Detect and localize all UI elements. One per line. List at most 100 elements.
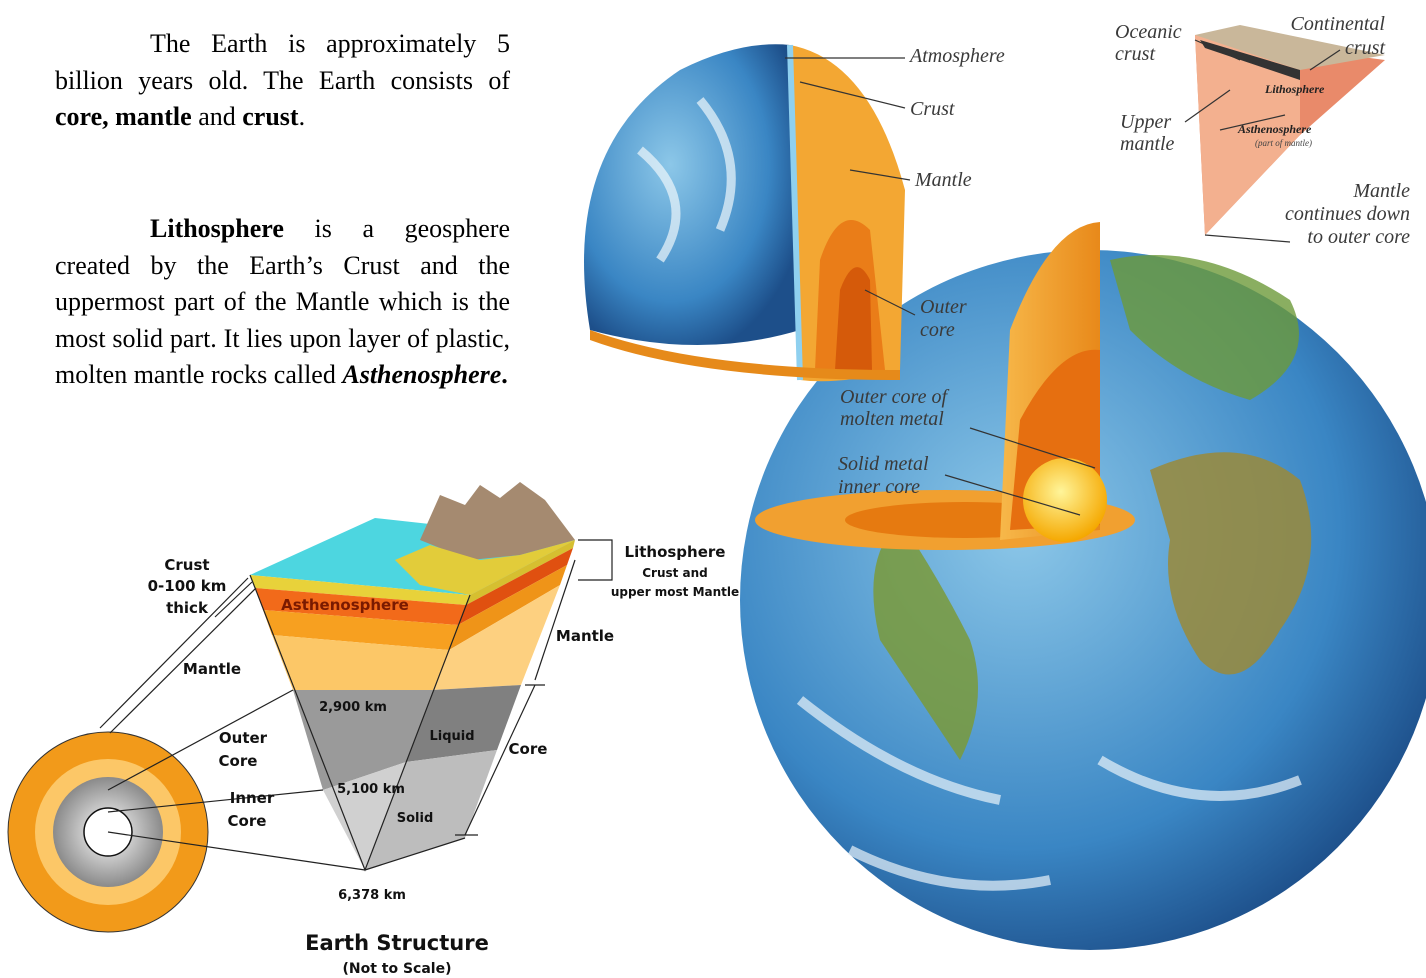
label: Core (228, 812, 267, 830)
shape (107, 689, 294, 791)
shape (364, 837, 466, 871)
shape (1150, 452, 1312, 675)
shape (1204, 234, 1291, 243)
label: Core (219, 752, 258, 770)
shape (849, 169, 911, 181)
shape (944, 474, 1081, 516)
label: Continental (1291, 13, 1386, 35)
shape (433, 585, 560, 690)
diagram-labels: Crust 0-100 km thick Asthenosphere Mantl… (148, 543, 740, 977)
shape (272, 635, 449, 690)
shape (293, 690, 433, 790)
label: Solid (397, 811, 434, 826)
label: Mantle (556, 627, 614, 645)
shape (787, 44, 803, 381)
paragraph: The Earth is approximately 5 billion yea… (55, 26, 510, 136)
shape (214, 581, 253, 618)
shape (263, 610, 458, 650)
label: to outer core (1307, 226, 1410, 248)
label: core (920, 319, 955, 341)
shape (458, 548, 573, 625)
label: Crust (164, 556, 209, 574)
label: 6,378 km (338, 888, 406, 903)
text: crust (242, 102, 299, 131)
shape (1184, 89, 1231, 123)
label: Lithosphere (1264, 82, 1325, 96)
label: mantle (1120, 133, 1175, 155)
shape (1219, 114, 1286, 131)
label: Asthenosphere (1237, 122, 1312, 136)
label: Upper (1120, 111, 1171, 133)
label: Mantle (1352, 180, 1410, 202)
shape (1195, 35, 1300, 235)
label: continues down (1285, 203, 1410, 225)
label: Crust and (642, 566, 708, 580)
label: Mantle (914, 169, 972, 191)
label: Outer core of (840, 386, 949, 408)
diagram-subtitle: (Not to Scale) (342, 961, 451, 977)
shape (107, 789, 324, 813)
label: 0-100 km (148, 577, 227, 595)
label: molten metal (840, 408, 944, 430)
shape (365, 750, 497, 870)
structure-diagram (7, 482, 613, 933)
illustration-labels: Atmosphere Crust Mantle Outer core Ocean… (838, 13, 1410, 498)
leader-lines (785, 39, 1341, 516)
shape (99, 577, 249, 729)
shape (109, 587, 257, 734)
label: Crust (910, 98, 955, 120)
small-earth (584, 44, 905, 382)
label: Atmosphere (908, 45, 1005, 67)
text: The Earth is approximately 5 billion yea… (55, 29, 510, 95)
shape (584, 44, 800, 346)
label: (part of mantle) (1255, 138, 1312, 148)
shape (590, 330, 900, 380)
text: and (191, 102, 243, 131)
label: Core (509, 740, 548, 758)
shape (107, 831, 366, 871)
shape (799, 81, 906, 109)
shape (449, 565, 567, 650)
shape (873, 520, 978, 760)
label: Liquid (429, 729, 474, 744)
shape (864, 289, 916, 316)
label: upper most Mantle (611, 585, 739, 599)
big-earth (740, 222, 1426, 950)
diagram-title: Earth Structure (305, 931, 489, 955)
shape (835, 267, 872, 370)
label: crust (1345, 37, 1385, 59)
text: . (501, 360, 508, 389)
text: is a geosphere created by the Earth’s Cr… (55, 214, 510, 389)
label: Mantle (183, 660, 241, 678)
label: Asthenosphere (281, 596, 409, 614)
shape (578, 539, 613, 581)
shape (796, 696, 1302, 891)
shape (969, 427, 1096, 469)
label: Outer (920, 296, 967, 318)
shape (395, 540, 575, 595)
label: crust (1115, 43, 1155, 65)
shape (99, 539, 613, 872)
shape (1023, 458, 1107, 542)
shape (1309, 49, 1341, 71)
shape (406, 685, 521, 762)
paragraph: Lithosphere is a geosphere created by th… (55, 211, 510, 394)
shape (534, 559, 576, 681)
label: Inner (230, 789, 275, 807)
text: Asthenosphere (342, 360, 502, 389)
text: . (298, 102, 306, 131)
shape (464, 684, 536, 836)
text: core, mantle (55, 102, 192, 131)
shape (1110, 255, 1299, 400)
label: Oceanic (1115, 21, 1182, 43)
label: inner core (838, 476, 920, 498)
label: 2,900 km (319, 700, 387, 715)
label: Solid metal (838, 453, 929, 475)
shape (1195, 25, 1385, 70)
crust-wedge (1195, 25, 1385, 235)
label: Outer (219, 729, 268, 747)
shape (255, 588, 466, 625)
shape (466, 540, 575, 605)
